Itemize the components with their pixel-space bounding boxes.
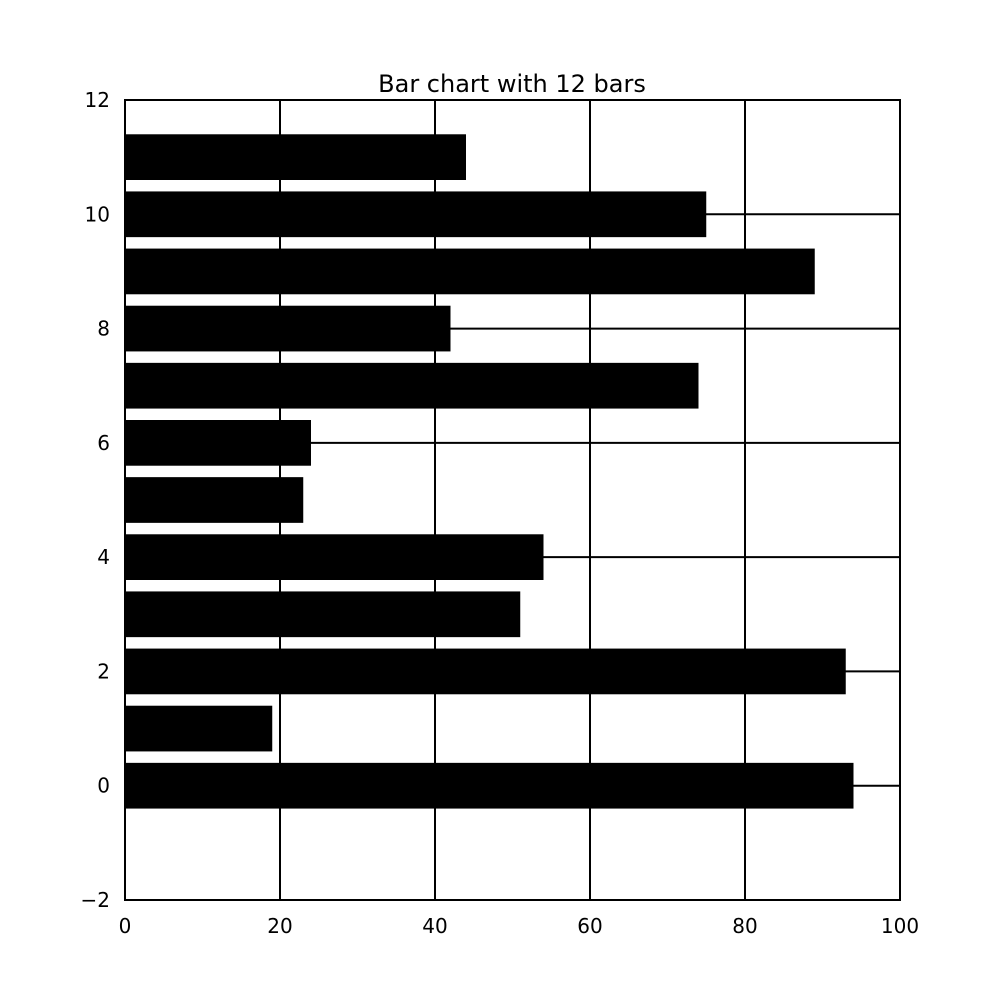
x-tick-label: 60 [577, 914, 602, 938]
bar [125, 705, 273, 752]
y-tick-label: 2 [97, 659, 110, 683]
bar [125, 477, 304, 523]
bar [125, 305, 451, 352]
chart-title: Bar chart with 12 bars [378, 70, 646, 98]
bar [125, 648, 846, 695]
y-tick-label: 0 [97, 774, 110, 798]
y-tick-label: 4 [97, 545, 110, 569]
y-tick-label: 8 [97, 317, 110, 341]
y-tick-label: 12 [85, 88, 110, 112]
bars-group [125, 134, 854, 809]
y-axis-ticks: −2 0 2 4 6 8 10 12 [81, 88, 110, 912]
y-tick-label: −2 [81, 888, 110, 912]
bar [125, 591, 521, 638]
y-tick-label: 6 [97, 431, 110, 455]
bar [125, 362, 699, 409]
bar [125, 534, 544, 580]
bar [125, 248, 815, 295]
plot-frame [124, 99, 901, 901]
x-tick-label: 40 [422, 914, 447, 938]
x-tick-label: 0 [119, 914, 132, 938]
bar [125, 134, 466, 180]
bar [125, 762, 854, 809]
bar [125, 420, 311, 466]
x-axis-ticks: 0 20 40 60 80 100 [119, 914, 919, 938]
x-tick-label: 80 [732, 914, 757, 938]
x-tick-label: 20 [267, 914, 292, 938]
bar [125, 191, 707, 238]
x-tick-label: 100 [881, 914, 919, 938]
y-tick-label: 10 [85, 202, 110, 226]
